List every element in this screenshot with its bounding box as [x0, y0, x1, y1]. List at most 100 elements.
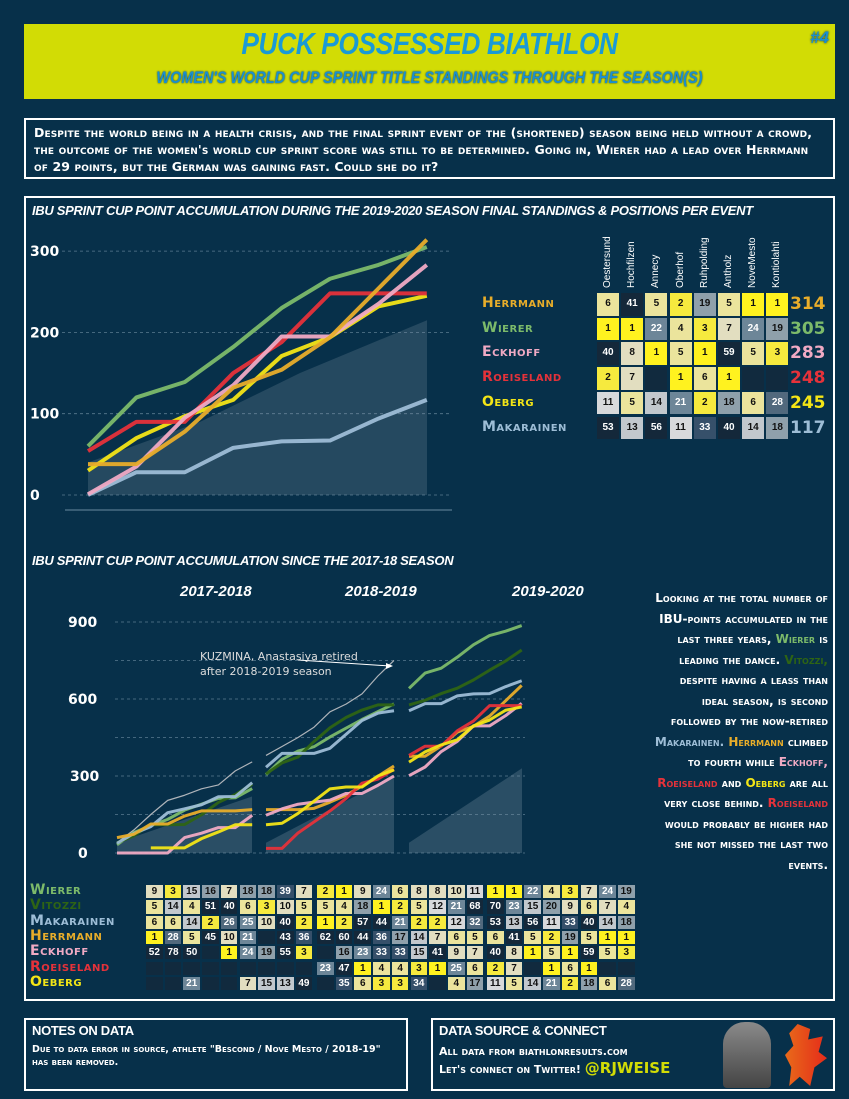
position-cell: 56 [644, 415, 669, 440]
position-cell: 1 [765, 292, 790, 317]
series-line-wierer [86, 245, 428, 448]
series-line-roeiseland [86, 291, 427, 453]
series-line-kuzmina [116, 761, 253, 844]
position-cell: 57 [353, 914, 373, 930]
position-cell: 11 [542, 914, 561, 930]
position-cell: 1 [579, 960, 599, 976]
position-cell: 18 [717, 390, 741, 416]
athlete-name: Vitozzi [30, 897, 82, 914]
position-cell [316, 975, 335, 992]
connect-line: Let's connect on Twitter! [439, 1063, 581, 1076]
athlete-highlight: Makarainen. [654, 734, 725, 749]
position-cell: 18 [765, 415, 790, 440]
position-cell: 1 [741, 292, 766, 317]
position-cell [523, 960, 543, 976]
position-cell: 6 [596, 292, 620, 317]
position-cell: 36 [372, 929, 391, 946]
position-cell: 41 [504, 929, 524, 946]
position-cell [219, 975, 239, 992]
source-line: All data from biathlonresults.com [439, 1045, 628, 1058]
position-cell: 32 [465, 914, 485, 930]
twitter-handle-link[interactable]: @RJWEISE [584, 1059, 671, 1077]
position-cell: 12 [428, 899, 447, 915]
position-cell: 5 [668, 341, 693, 366]
other-athletes-band [88, 320, 427, 495]
position-cell: 52 [145, 945, 164, 961]
athlete-name: Herrmann [482, 295, 555, 311]
position-cell: 4 [334, 899, 354, 915]
position-cell: 7 [465, 945, 485, 961]
position-cell: 4 [542, 884, 561, 900]
series-line-wierer [407, 624, 523, 690]
position-cell: 15 [409, 945, 429, 961]
position-cell: 24 [238, 945, 258, 961]
y-tick-label: 0 [78, 846, 88, 862]
y-tick-label: 0 [30, 488, 40, 504]
position-cell [741, 366, 766, 391]
position-cell: 1 [353, 960, 373, 976]
athlete-highlight: Roeiseland [767, 796, 828, 810]
event-header: NoveMesto [747, 237, 759, 288]
season-label: 2018-2019 [345, 583, 417, 600]
position-cell: 1 [692, 341, 717, 366]
position-cell: 5 [717, 292, 741, 317]
athlete-name: Wierer [482, 319, 534, 336]
athlete-highlight: Roeiseland [657, 775, 718, 790]
position-cell [598, 960, 617, 976]
event-header: Hochfilzen [626, 241, 638, 288]
position-cell: 21 [238, 929, 258, 946]
position-cell: 5 [182, 929, 202, 946]
position-cell: 25 [238, 914, 258, 930]
position-cell: 62 [316, 929, 335, 946]
position-cell [294, 960, 314, 976]
position-cell: 3 [390, 975, 410, 992]
position-cell: 21 [542, 975, 561, 992]
position-cell: 40 [717, 415, 741, 440]
athlete-name: Roeiseland [30, 958, 110, 975]
position-cell: 49 [294, 975, 314, 992]
position-cell: 6 [163, 914, 183, 930]
position-cell: 5 [542, 945, 561, 961]
position-cell: 5 [644, 292, 669, 317]
position-cell: 9 [353, 884, 373, 900]
event-header: Antholz [723, 254, 734, 288]
position-cell: 51 [201, 899, 220, 915]
position-cell: 4 [372, 960, 391, 976]
source-panel: DATA SOURCE & CONNECT All data from biat… [431, 1018, 835, 1091]
position-cell: 3 [257, 899, 276, 915]
position-cell [163, 960, 183, 976]
position-cell: 18 [353, 899, 373, 915]
page-subtitle: WOMEN'S WORLD CUP SPRINT TITLE STANDINGS… [156, 68, 703, 87]
position-cell: 1 [316, 914, 335, 930]
position-cell: 24 [372, 884, 391, 900]
series-line-makarainen [265, 709, 395, 769]
position-cell: 36 [294, 929, 314, 946]
position-cell: 11 [486, 975, 505, 992]
position-cell: 7 [579, 884, 599, 900]
position-cell: 1 [372, 899, 391, 915]
notes-text: Due to data error in source, athlete "Be… [32, 1044, 381, 1068]
position-cell: 11 [465, 884, 485, 900]
position-cell: 7 [219, 884, 239, 900]
position-cell: 6 [390, 884, 410, 900]
position-cell [201, 945, 220, 961]
position-cell [163, 975, 183, 992]
position-cell: 33 [692, 415, 717, 440]
y-tick-label: 300 [70, 769, 99, 785]
position-cell [616, 960, 636, 976]
position-cell: 3 [692, 316, 717, 342]
position-cell: 20 [542, 899, 561, 915]
position-cell: 28 [616, 975, 636, 992]
position-cell: 13 [620, 415, 645, 440]
position-cell: 44 [372, 914, 391, 930]
position-cell: 5 [409, 899, 429, 915]
series-line-makarainen [87, 398, 428, 497]
position-cell: 2 [596, 366, 620, 391]
position-cell: 14 [644, 390, 669, 416]
commentary-text: Looking at the total number of IBU-point… [655, 591, 828, 646]
position-cell: 28 [765, 390, 790, 416]
position-cell: 19 [616, 884, 636, 900]
position-cell: 3 [372, 975, 391, 992]
position-cell [765, 366, 790, 391]
position-cell [275, 960, 295, 976]
